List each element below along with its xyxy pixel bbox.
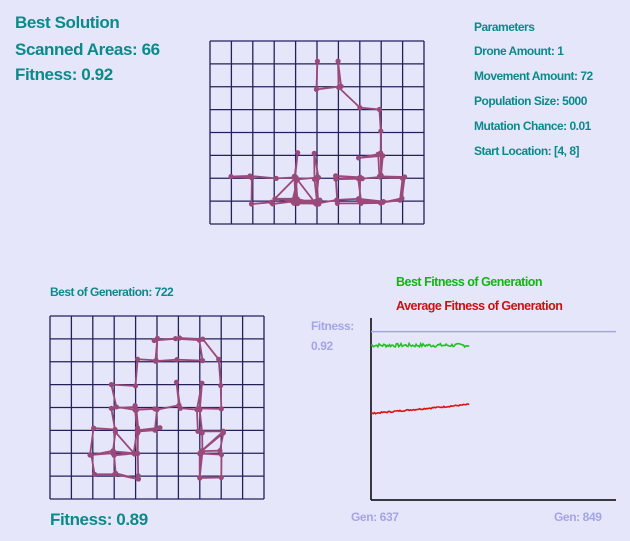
best-solution-grid: [209, 40, 425, 225]
path-node: [108, 382, 114, 388]
path-node: [113, 470, 119, 476]
generation-grid: [49, 315, 265, 500]
param-start-location: Start Location: [4, 8]: [474, 144, 580, 158]
param-movement-amount: Movement Amount: 72: [474, 69, 593, 83]
chart-fitness-label: Fitness:: [311, 319, 354, 333]
path-node: [108, 405, 114, 411]
path-node: [334, 200, 340, 206]
path-node: [200, 358, 206, 364]
path-node: [273, 175, 279, 181]
path-node: [87, 452, 93, 458]
path-node: [200, 336, 206, 342]
path-node: [268, 199, 274, 205]
path-node: [151, 337, 157, 344]
path-node: [174, 357, 180, 363]
path-node: [357, 174, 363, 180]
param-population-size: Population Size: 5000: [474, 94, 587, 108]
path-node: [195, 428, 201, 434]
path-node: [291, 173, 297, 179]
path-node: [197, 475, 203, 481]
path-node: [157, 425, 163, 431]
chart-fitness-value: 0.92: [311, 339, 333, 353]
generation-fitness-label: Fitness: 0.89: [50, 510, 148, 529]
path-node: [218, 382, 224, 389]
path-node: [338, 83, 344, 89]
path-node: [199, 380, 205, 386]
path-node: [295, 200, 301, 207]
best-solution-title: Best Solution: [15, 13, 120, 32]
path-node: [152, 358, 159, 364]
legend-average-fitness: Average Fitness of Generation: [396, 299, 563, 313]
path-node: [314, 201, 320, 207]
best-fitness-line: [370, 341, 470, 349]
path-node: [399, 195, 405, 201]
path-node: [378, 172, 384, 178]
path-node: [135, 428, 141, 434]
best-fitness-label: Fitness: 0.92: [15, 65, 113, 84]
path-node: [217, 448, 223, 454]
path-node: [152, 406, 158, 412]
parameters-title: Parameters: [474, 20, 535, 34]
path-node: [132, 404, 138, 410]
path-node: [112, 426, 118, 433]
path-node: [358, 200, 364, 206]
path-node: [91, 471, 98, 477]
path-node: [134, 450, 140, 456]
chart-x-start-label: Gen: 637: [351, 510, 399, 524]
path-node: [357, 105, 363, 111]
path-node: [378, 150, 384, 156]
path-node: [315, 174, 322, 181]
legend-best-fitness: Best Fitness of Generation: [396, 275, 543, 289]
path-node: [248, 201, 255, 207]
path-node: [176, 402, 182, 408]
path-node: [378, 128, 384, 134]
path-node: [152, 427, 158, 433]
path-node: [311, 150, 317, 156]
path-node: [134, 356, 141, 362]
path-node: [176, 335, 183, 341]
path-node: [132, 383, 139, 389]
path-node: [311, 176, 318, 182]
path-node: [313, 86, 320, 93]
path-node: [220, 428, 226, 434]
path-node: [249, 175, 255, 181]
path-node: [198, 448, 204, 454]
path-node: [402, 174, 408, 180]
path-node: [376, 106, 382, 113]
path-node: [218, 474, 224, 481]
param-mutation-chance: Mutation Chance: 0.01: [474, 119, 591, 133]
path-node: [333, 173, 339, 179]
path-node: [335, 58, 341, 64]
path-node: [218, 452, 225, 458]
path-node: [314, 58, 321, 64]
param-drone-amount: Drone Amount: 1: [474, 44, 564, 58]
path-node: [172, 336, 179, 342]
chart-x-end-label: Gen: 849: [554, 510, 602, 524]
path-node: [216, 356, 222, 362]
path-node: [197, 407, 203, 413]
path-node: [113, 404, 119, 410]
path-node: [377, 200, 384, 206]
path-node: [355, 155, 362, 161]
path-node: [199, 430, 205, 436]
path-node: [218, 406, 224, 412]
path-node: [173, 379, 180, 385]
scanned-areas-label: Scanned Areas: 66: [15, 40, 160, 59]
path-node: [135, 476, 142, 482]
path-node: [228, 173, 234, 180]
average-fitness-line: [370, 403, 470, 415]
generation-title: Best of Generation: 722: [50, 285, 174, 299]
path-node: [110, 450, 116, 456]
path-node: [91, 425, 97, 431]
path-node: [272, 196, 278, 202]
path-node: [295, 150, 301, 156]
